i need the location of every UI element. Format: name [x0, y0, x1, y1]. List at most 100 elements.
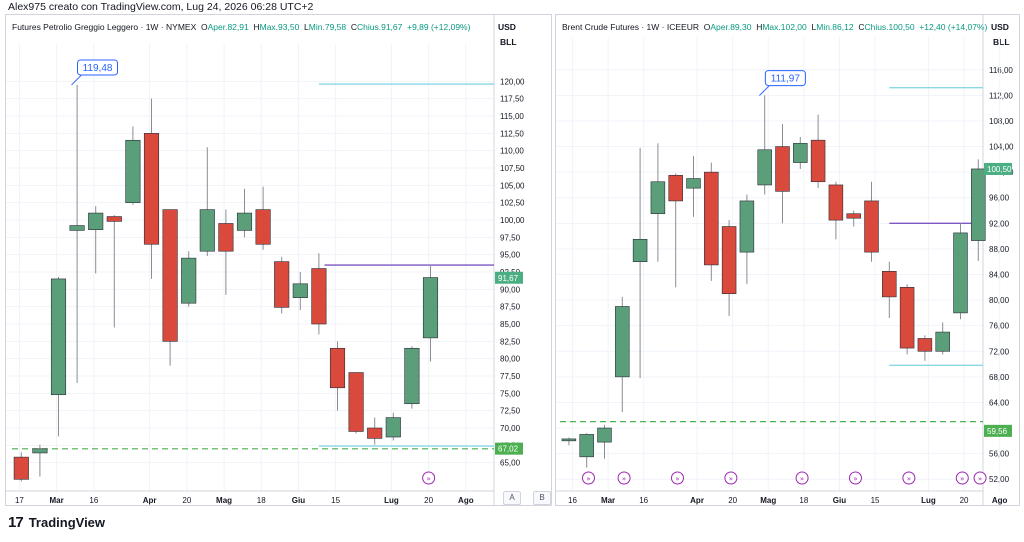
y-tick-label: 90,00 — [500, 285, 521, 294]
event-icon — [724, 471, 738, 485]
event-icon — [670, 471, 684, 485]
x-tick-label: 15 — [331, 496, 340, 505]
x-tick-label: Ago — [992, 496, 1008, 505]
x-tick-label: 18 — [257, 496, 266, 505]
legend-change: +9,89 (+12,09%) — [407, 22, 471, 32]
y-tick-label: 116,00 — [989, 66, 1013, 75]
candle-body — [953, 232, 968, 314]
x-tick-label: Mag — [760, 496, 776, 505]
candlestick-chart-brent: 116,00112,00108,00104,00100,0096,0092,00… — [556, 15, 1014, 505]
tradingview-mark-icon: 17 — [8, 514, 24, 531]
chart-pane-brent[interactable]: Brent Crude Futures · 1W · ICEEUR OAper.… — [555, 14, 1020, 506]
x-tick-label: 16 — [89, 496, 98, 505]
event-icon-glyph: » — [729, 475, 733, 483]
candle-body — [404, 347, 420, 405]
candle-body — [88, 212, 104, 231]
x-tick-label: Mar — [601, 496, 615, 505]
x-tick-label: Mar — [50, 496, 64, 505]
candle-body — [125, 139, 141, 203]
header-text: Alex975 creato con TradingView.com, Lug … — [8, 1, 314, 13]
x-tick-label: Apr — [143, 496, 157, 505]
candle-body — [143, 133, 160, 245]
event-icon — [617, 471, 631, 485]
candle-body — [422, 277, 439, 339]
event-icon — [955, 471, 969, 485]
y-tick-label: 87,50 — [500, 303, 521, 312]
candle-body — [793, 143, 808, 163]
legend-close: CChius.91,67 — [350, 22, 403, 32]
candle-body — [721, 226, 737, 294]
candle-body — [935, 331, 950, 352]
candle-body — [615, 306, 630, 378]
candle-body — [917, 338, 933, 352]
x-tick-label: Mag — [216, 496, 232, 505]
price-label: 91,67 — [498, 274, 519, 283]
candle-body — [274, 261, 290, 308]
candle-body — [32, 448, 48, 454]
y-tick-label: 82,50 — [500, 337, 521, 346]
y-tick-label: 105,00 — [500, 181, 525, 190]
price-label-bg — [984, 162, 1012, 175]
x-tick-label: Ago — [458, 496, 474, 505]
event-icon-glyph: » — [960, 475, 964, 483]
x-tick-label: 20 — [424, 496, 433, 505]
legend-close: CChius.100,50 — [858, 22, 915, 32]
candle-body — [561, 438, 577, 442]
event-icon — [422, 471, 436, 485]
x-tick-label: Giu — [833, 496, 846, 505]
callout-box — [764, 70, 806, 87]
candle-body — [367, 427, 383, 439]
y-tick-label: 108,00 — [989, 117, 1014, 126]
axis-button-b[interactable]: B — [533, 491, 551, 505]
candle-body — [385, 417, 401, 438]
chart-pane-crude[interactable]: Futures Petrolio Greggio Leggero · 1W · … — [5, 14, 552, 506]
candle-body — [106, 216, 122, 222]
y-tick-label: 100,00 — [500, 216, 525, 225]
event-icon — [848, 471, 862, 485]
candle-body — [775, 146, 790, 192]
x-tick-label: 20 — [182, 496, 191, 505]
event-icon-glyph: » — [675, 475, 679, 483]
legend-high: HMax.102,00 — [756, 22, 807, 32]
legend-crude: Futures Petrolio Greggio Leggero · 1W · … — [12, 22, 470, 32]
legend-title: Brent Crude Futures · 1W · ICEEUR — [562, 22, 699, 32]
candle-body — [311, 268, 327, 325]
candle-body — [69, 225, 85, 231]
candle-body — [810, 139, 826, 183]
y-tick-label: 95,00 — [500, 251, 521, 260]
candle-body — [348, 372, 364, 432]
y-tick-label: 117,50 — [500, 95, 524, 104]
x-tick-label: 16 — [639, 496, 648, 505]
callout-box — [77, 59, 119, 76]
candlestick-chart-crude: 120,00 117,50 115,00 112,50 110,00 107,50 105,… — [6, 15, 525, 505]
legend-change: +12,40 (+14,07%) — [919, 22, 988, 32]
candle-body — [218, 223, 234, 252]
callout-pointer — [759, 85, 770, 96]
legend-open: OAper.82,91 — [200, 22, 249, 32]
brand-name: TradingView — [28, 515, 106, 530]
candle-body — [686, 178, 701, 189]
candle-body — [650, 181, 666, 215]
event-icon-glyph: » — [622, 475, 626, 483]
x-tick-label: Lug — [384, 496, 399, 505]
candle-body — [704, 171, 719, 266]
x-tick-label: Apr — [690, 496, 704, 505]
y-tick-label: 110,00 — [500, 147, 524, 156]
callout-label: 111,97 — [771, 74, 801, 85]
axis-button-a[interactable]: A — [503, 491, 521, 505]
y-tick-label: 75,00 — [500, 389, 521, 398]
candle-body — [668, 175, 683, 202]
price-label: 67,02 — [498, 445, 519, 454]
candle-body — [181, 257, 197, 304]
event-icon-glyph: » — [907, 475, 911, 483]
candle-body — [255, 209, 271, 245]
y-tick-label: 102,50 — [500, 199, 525, 208]
tradingview-logo[interactable]: 17 TradingView — [8, 514, 105, 531]
legend-open: OAper.89,30 — [703, 22, 752, 32]
candle-body — [579, 434, 594, 458]
candle-body — [13, 456, 29, 480]
candle-body — [292, 283, 308, 298]
callout-label: 119,48 — [83, 63, 113, 74]
candle-body — [632, 239, 648, 263]
candle-body — [329, 347, 346, 389]
